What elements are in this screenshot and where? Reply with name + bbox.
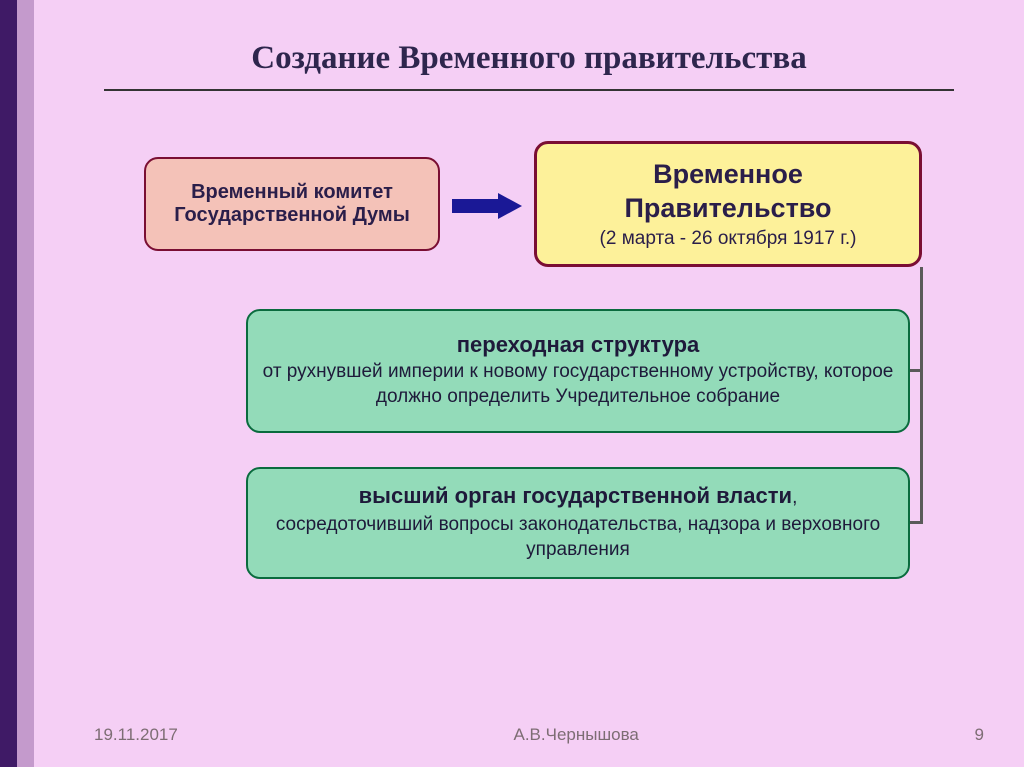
- power-title: высший орган государственной власти: [359, 483, 792, 508]
- connector-vertical: [920, 267, 923, 523]
- power-title-suffix: ,: [792, 487, 797, 508]
- slide-body: Создание Временного правительства Времен…: [34, 0, 1024, 767]
- diagram-area: Временный комитет Государственной Думы В…: [94, 141, 964, 621]
- strip-light: [17, 0, 34, 767]
- transition-subtitle: от рухнувшей империи к новому государств…: [262, 360, 894, 409]
- connector-h2: [909, 521, 923, 524]
- government-title: Временное Правительство: [551, 158, 905, 226]
- box-power: высший орган государственной власти, сос…: [246, 467, 910, 579]
- transition-title: переходная структура: [262, 332, 894, 358]
- side-strip: [0, 0, 34, 767]
- strip-dark: [0, 0, 17, 767]
- footer-page: 9: [975, 725, 984, 745]
- box-government: Временное Правительство (2 марта - 26 ок…: [534, 141, 922, 267]
- committee-title: Временный комитет Государственной Думы: [160, 181, 424, 227]
- connector-h1: [909, 369, 923, 372]
- power-subtitle: сосредоточивший вопросы законодательства…: [262, 513, 894, 562]
- title-divider: [104, 89, 954, 91]
- box-transition: переходная структура от рухнувшей импери…: [246, 309, 910, 433]
- slide-title: Создание Временного правительства: [94, 40, 964, 77]
- footer-date: 19.11.2017: [94, 725, 178, 745]
- footer: 19.11.2017 А.В.Чернышова 9: [94, 725, 984, 745]
- box-committee: Временный комитет Государственной Думы: [144, 157, 440, 251]
- arrow-icon: [452, 193, 524, 219]
- government-subtitle: (2 марта - 26 октября 1917 г.): [551, 228, 905, 250]
- footer-author: А.В.Чернышова: [514, 725, 639, 745]
